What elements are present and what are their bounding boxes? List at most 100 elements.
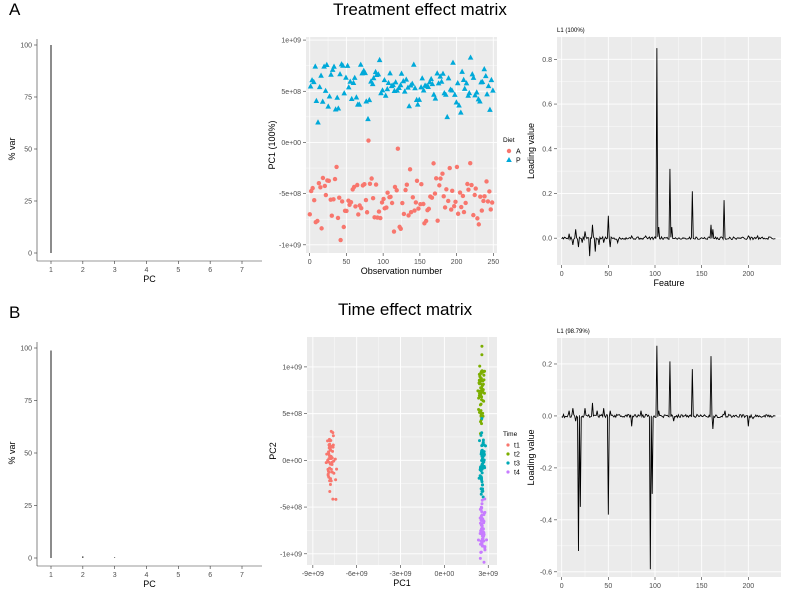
x-axis-title: PC — [143, 274, 156, 284]
point-diet-P — [445, 75, 452, 81]
point-diet-P — [443, 91, 449, 97]
legend-label-t1: t1 — [514, 443, 520, 450]
point-diet-A — [369, 176, 374, 181]
point-diet-A — [475, 216, 480, 221]
y-tick-label: -0.2 — [540, 465, 552, 472]
point-diet-P — [357, 61, 364, 67]
point-diet-A — [442, 205, 448, 210]
point-time-t1 — [327, 475, 331, 479]
point-diet-A — [398, 226, 403, 231]
point-diet-A — [460, 193, 466, 199]
point-diet-A — [410, 195, 416, 200]
point-time-t4 — [478, 521, 482, 525]
x-tick-label: 0 — [560, 271, 564, 278]
point-diet-P — [311, 78, 317, 85]
point-time-t2 — [479, 382, 483, 386]
point-diet-P — [406, 103, 412, 109]
point-diet-A — [446, 198, 451, 204]
point-time-t4 — [483, 510, 487, 514]
point-diet-P — [432, 95, 439, 101]
point-diet-A — [362, 181, 367, 187]
x-tick-label: 1 — [49, 267, 53, 274]
point-diet-A — [435, 218, 440, 223]
y-tick-label: 75 — [24, 95, 32, 102]
legend-key-t2 — [506, 452, 510, 456]
x-tick-label: 0 — [560, 583, 564, 589]
point-time-t4 — [482, 521, 486, 525]
point-diet-A — [478, 194, 483, 199]
point-diet-P — [385, 79, 392, 86]
point-diet-A — [487, 189, 492, 194]
point-diet-P — [405, 84, 411, 90]
point-time-t3 — [478, 468, 482, 472]
x-tick-label: 50 — [604, 271, 612, 278]
x-tick-label: -6e+09 — [346, 571, 368, 578]
y-tick-label: 0 — [28, 251, 32, 258]
point-diet-A — [329, 213, 335, 218]
x-tick-label: 5 — [176, 267, 180, 274]
point-diet-P — [412, 85, 418, 91]
point-diet-A — [438, 176, 443, 181]
point-diet-A — [465, 181, 470, 187]
point-diet-P — [479, 78, 486, 85]
point-diet-P — [318, 72, 324, 78]
point-diet-A — [378, 215, 383, 221]
point-diet-P — [313, 97, 320, 103]
point-diet-A — [473, 186, 478, 191]
point-time-t1 — [329, 455, 333, 459]
point-diet-P — [390, 81, 396, 88]
y-axis-title: Loading value — [526, 123, 536, 179]
point-time-t3 — [481, 440, 485, 444]
point-diet-A — [479, 208, 485, 213]
point-diet-P — [485, 82, 492, 89]
point-time-t1 — [333, 457, 337, 461]
point-time-t3 — [481, 455, 485, 459]
point-diet-P — [477, 98, 483, 104]
point-time-t4 — [479, 505, 483, 509]
point-time-t2 — [481, 389, 485, 393]
point-time-t4 — [480, 498, 484, 502]
legend-label-P: P — [516, 158, 521, 165]
point-diet-P — [482, 72, 489, 79]
point-diet-P — [467, 54, 474, 60]
x-tick-label: 2 — [81, 572, 85, 579]
point-time-t4 — [476, 538, 480, 542]
point-diet-P — [322, 87, 329, 93]
point-time-t2 — [482, 373, 486, 377]
y-tick-label: 0e+00 — [281, 140, 301, 147]
y-tick-label: -5e+08 — [280, 505, 302, 512]
legend-title: Diet — [503, 137, 515, 144]
point-diet-A — [322, 183, 328, 189]
point-diet-A — [367, 181, 373, 186]
point-diet-A — [331, 197, 336, 202]
point-diet-A — [455, 211, 461, 216]
panel-b-title: Time effect matrix — [338, 300, 473, 319]
point-diet-A — [384, 205, 389, 210]
point-diet-P — [463, 80, 470, 86]
point-diet-P — [323, 61, 330, 67]
point-diet-P — [347, 78, 354, 84]
point-diet-A — [320, 175, 326, 181]
legend-key-t4 — [506, 470, 510, 474]
point-time-t2 — [480, 386, 484, 390]
point-diet-P — [410, 61, 417, 67]
y-axis-title: PC2 — [268, 442, 278, 460]
y-tick-label: -5e+08 — [279, 191, 301, 198]
point-diet-P — [425, 83, 431, 89]
point-diet-P — [470, 74, 477, 80]
point-diet-A — [363, 197, 369, 203]
point-time-t4 — [481, 517, 485, 521]
point-time-t3 — [481, 438, 485, 442]
point-diet-P — [366, 96, 373, 103]
point-diet-A — [344, 208, 349, 214]
point-diet-P — [321, 63, 327, 69]
loading-line — [561, 48, 776, 257]
point-diet-P — [454, 79, 461, 86]
point-diet-P — [414, 101, 421, 107]
x-tick-label: 7 — [240, 572, 244, 579]
point-diet-P — [345, 84, 352, 90]
x-tick-label: 6 — [208, 572, 212, 579]
point-diet-A — [472, 192, 477, 198]
point-diet-A — [401, 211, 407, 217]
